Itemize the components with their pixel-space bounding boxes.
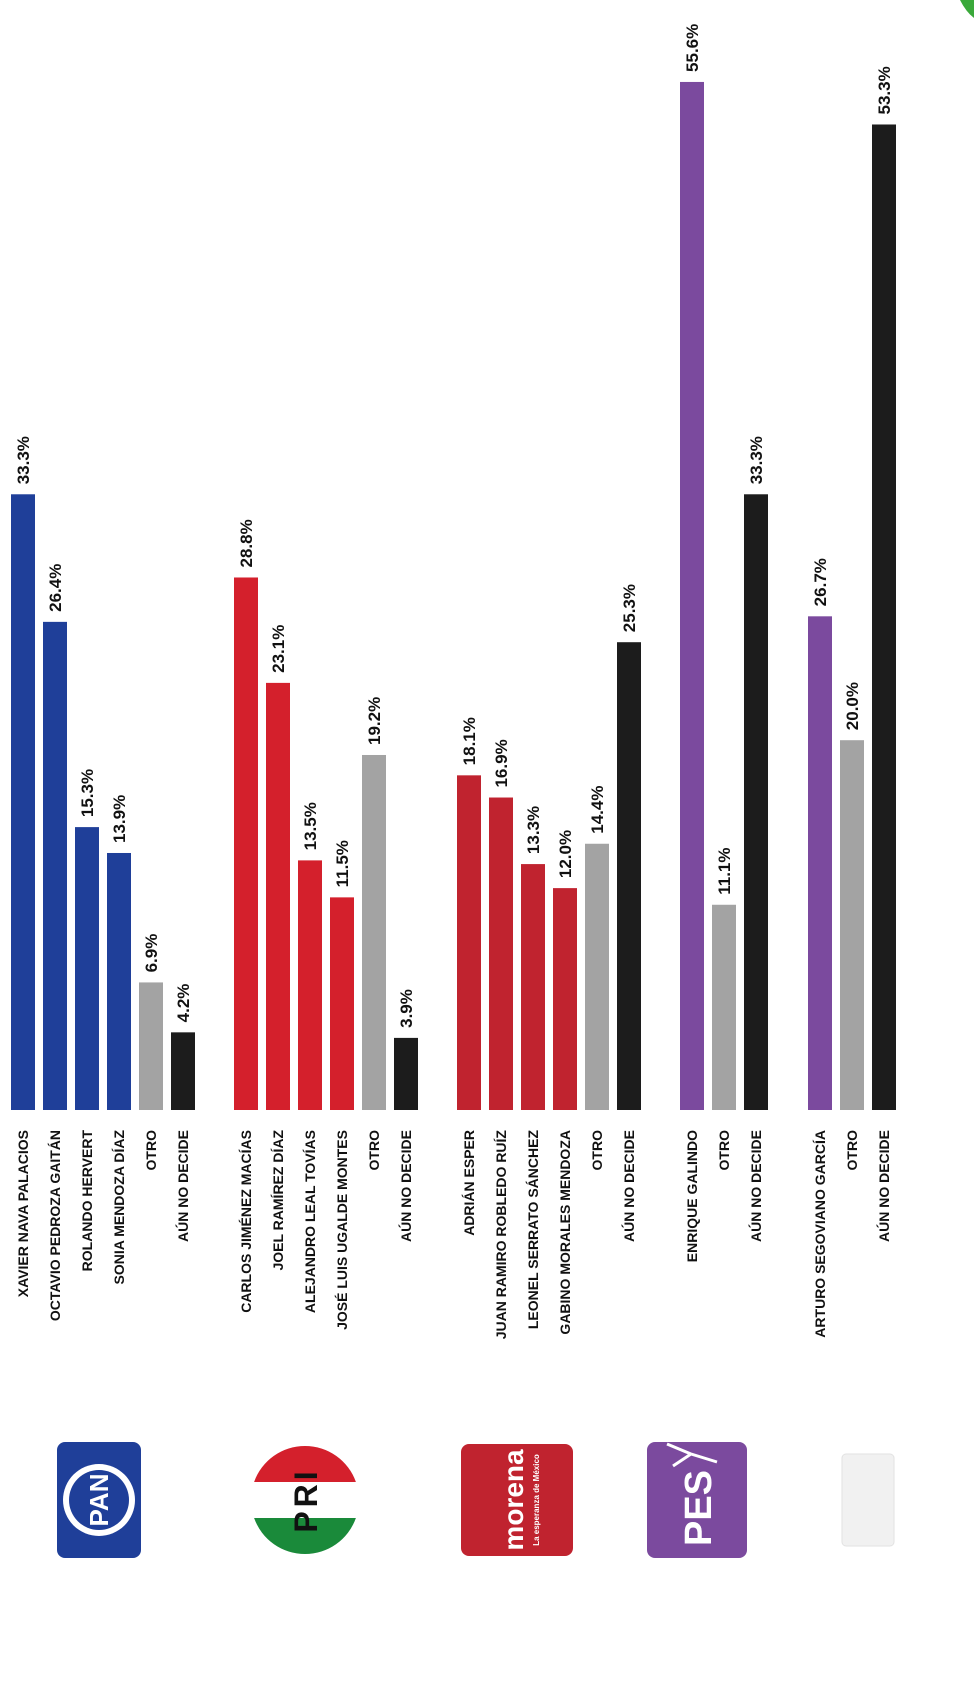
category-label: CARLOS JIMÉNEZ MACÍAS (238, 1130, 254, 1313)
data-label: 13.5% (301, 802, 320, 850)
bar-last (808, 616, 832, 1110)
category-label: ARTURO SEGOVIANO GARCÍA (812, 1130, 828, 1338)
data-label: 23.1% (269, 625, 288, 673)
data-label: 33.3% (14, 436, 33, 484)
bar-otro (362, 754, 386, 1110)
svg-text:morena: morena (498, 1449, 529, 1551)
category-label: AÚN NO DECIDE (174, 1130, 191, 1242)
category-label: AÚN NO DECIDE (397, 1130, 414, 1242)
category-label: OCTAVIO PEDROZA GAITÁN (47, 1130, 63, 1321)
bar-pan (75, 827, 99, 1110)
data-label: 11.5% (333, 840, 352, 887)
pri-logo-icon: PRI (251, 1446, 359, 1554)
bar-pan (107, 852, 131, 1110)
bar-pan (43, 621, 67, 1110)
bar-no_decide (171, 1032, 195, 1110)
category-label: AÚN NO DECIDE (875, 1130, 892, 1242)
bar-pri (266, 682, 290, 1110)
corner-fragment-icon (960, 0, 974, 18)
svg-text:La esperanza de México: La esperanza de México (532, 1454, 541, 1546)
bar-no_decide (394, 1037, 418, 1110)
svg-text:PES: PES (678, 1470, 720, 1546)
category-label: SONIA MENDOZA DÍAZ (111, 1130, 127, 1285)
party-logos: PAN PRI morena La esperanza de México PES (57, 0, 974, 1558)
bar-group-3: 55.6% ENRIQUE GALINDO 11.1% OTRO 33.3% AÚN NO… (680, 24, 768, 1262)
category-label: JUAN RAMIRO ROBLEDO RUÍZ (493, 1130, 509, 1340)
data-label: 25.3% (620, 584, 639, 632)
data-label: 33.3% (747, 436, 766, 484)
bar-morena (489, 797, 513, 1110)
data-label: 6.9% (142, 934, 161, 973)
pes-logo-icon: PES (647, 1442, 747, 1558)
data-label: 26.7% (811, 558, 830, 606)
category-label: AÚN NO DECIDE (620, 1130, 637, 1242)
category-label: OTRO (716, 1130, 732, 1171)
svg-text:PAN: PAN (84, 1474, 114, 1527)
data-label: 18.1% (460, 717, 479, 765)
party-logo-icon (841, 1453, 895, 1547)
category-label: OTRO (143, 1130, 159, 1171)
bar-group-2: 18.1% ADRIÁN ESPER 16.9% JUAN RAMIRO ROBLED… (457, 584, 641, 1339)
data-label: 3.9% (397, 989, 416, 1028)
data-label: 20.0% (843, 682, 862, 730)
category-label: OTRO (589, 1130, 605, 1171)
pan-logo-icon: PAN (57, 1442, 141, 1558)
bar-pri (298, 860, 322, 1110)
bar-otro (840, 740, 864, 1110)
bar-no_decide (617, 642, 641, 1110)
bar-pan (11, 494, 35, 1111)
category-label: LEONEL SERRATO SÁNCHEZ (525, 1130, 541, 1330)
data-label: 14.4% (588, 786, 607, 834)
data-label: 53.3% (875, 66, 894, 114)
category-label: ROLANDO HERVERT (79, 1130, 95, 1272)
bar-group-4: 26.7% ARTURO SEGOVIANO GARCÍA 20.0% OTRO 53.… (808, 66, 896, 1338)
category-label: OTRO (844, 1130, 860, 1171)
bar-otro (139, 982, 163, 1110)
bar-morena (553, 888, 577, 1110)
category-label: JOEL RAMÍREZ DÍAZ (270, 1130, 286, 1271)
morena-logo-icon: morena La esperanza de México (461, 1444, 573, 1556)
category-label: ADRIÁN ESPER (461, 1130, 477, 1236)
bar-morena (457, 775, 481, 1110)
bar-otro (712, 904, 736, 1110)
data-label: 11.1% (715, 847, 734, 894)
bar-otro (585, 843, 609, 1110)
bar-no_decide (744, 494, 768, 1111)
data-label: 16.9% (492, 739, 511, 787)
data-label: 55.6% (683, 24, 702, 72)
data-label: 15.3% (78, 769, 97, 817)
data-label: 4.2% (174, 984, 193, 1023)
bars-layer: 33.3% XAVIER NAVA PALACIOS 26.4% OCTAVIO PE… (11, 24, 896, 1339)
category-label: ENRIQUE GALINDO (684, 1130, 700, 1262)
bar-no_decide (872, 124, 896, 1110)
data-label: 13.9% (110, 795, 129, 843)
category-label: JOSÉ LUIS UGALDE MONTES (334, 1130, 350, 1330)
category-label: XAVIER NAVA PALACIOS (15, 1130, 31, 1297)
bar-group-0: 33.3% XAVIER NAVA PALACIOS 26.4% OCTAVIO PE… (11, 436, 195, 1321)
data-label: 19.2% (365, 697, 384, 745)
data-label: 26.4% (46, 564, 65, 612)
category-label: GABINO MORALES MENDOZA (557, 1130, 573, 1335)
data-label: 28.8% (237, 519, 256, 567)
bar-pes (680, 81, 704, 1110)
svg-text:PRI: PRI (288, 1467, 324, 1532)
category-label: AÚN NO DECIDE (747, 1130, 764, 1242)
bar-morena (521, 864, 545, 1110)
bar-group-1: 28.8% CARLOS JIMÉNEZ MACÍAS 23.1% JOEL RAMÍ… (234, 519, 418, 1330)
category-label: OTRO (366, 1130, 382, 1171)
data-label: 13.3% (524, 806, 543, 854)
bar-pri (234, 577, 258, 1110)
bar-pri (330, 897, 354, 1110)
data-label: 12.0% (556, 830, 575, 878)
category-label: ALEJANDRO LEAL TOVÍAS (302, 1130, 318, 1313)
